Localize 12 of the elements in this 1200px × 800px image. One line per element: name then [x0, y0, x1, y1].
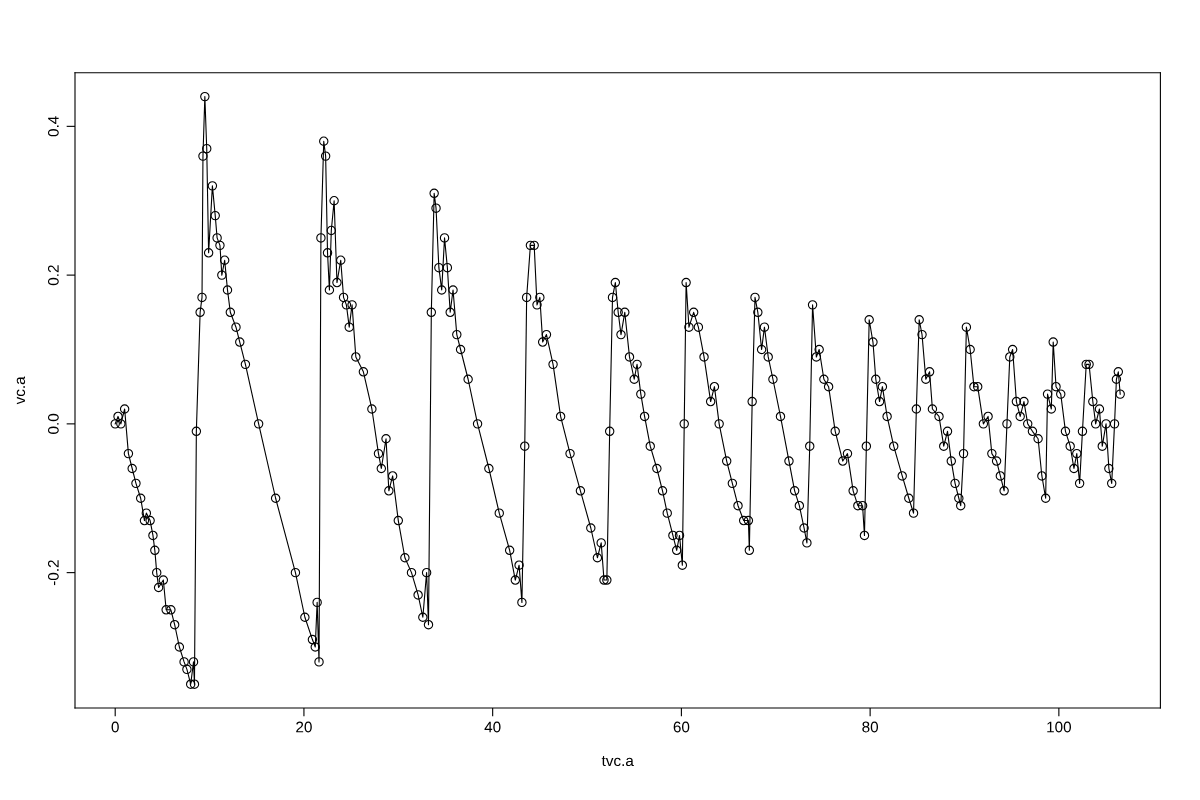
y-tick-label: -0.2 — [47, 560, 59, 586]
x-tick-label: 60 — [673, 721, 690, 733]
x-axis-title: tvc.a — [601, 756, 634, 767]
y-tick-label: 0.2 — [47, 265, 59, 286]
x-tick-label: 20 — [296, 721, 312, 733]
x-tick-label: 0 — [111, 721, 119, 733]
x-tick-label: 40 — [484, 721, 501, 733]
y-tick-label: 0.0 — [47, 413, 59, 434]
x-tick-label: 80 — [862, 721, 879, 733]
y-axis-title: vc.a — [16, 376, 26, 405]
y-tick-label: 0.4 — [47, 116, 59, 137]
x-tick-label: 100 — [1047, 721, 1072, 733]
